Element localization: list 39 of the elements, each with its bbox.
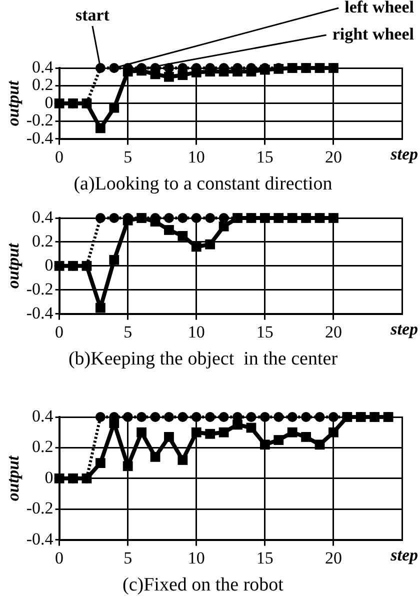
x-tick-label: 10 (188, 548, 205, 568)
y-tick-label: -0.2 (26, 279, 54, 298)
x-tick-label: 15 (256, 322, 274, 342)
x-tick-label: 5 (124, 548, 132, 568)
annotation: right wheel (332, 24, 414, 44)
x-axis-title: step (390, 546, 418, 565)
y-tick-label: 0.2 (32, 75, 54, 94)
x-tick-label: 10 (188, 322, 205, 342)
y-tick-label: -0.2 (26, 498, 54, 518)
y-axis-title: output (4, 79, 23, 126)
y-tick-label: -0.4 (26, 128, 54, 148)
x-tick-label: 20 (324, 322, 342, 342)
x-tick-label: 15 (256, 548, 274, 568)
x-tick-label: 5 (124, 147, 132, 166)
x-tick-label: 20 (324, 147, 342, 166)
x-tick-label: 5 (124, 322, 132, 342)
y-tick-label: 0.2 (32, 231, 54, 250)
text: (b)Keeping the object in the center (68, 348, 338, 370)
x-tick-label: 10 (188, 147, 205, 166)
y-tick-label: 0.2 (32, 437, 54, 456)
annotation: start (75, 5, 110, 24)
y-tick-label: 0 (44, 468, 54, 487)
y-axis-title: output (4, 242, 23, 289)
y-axis-title: output (4, 454, 23, 502)
x-tick-label: 15 (256, 147, 274, 166)
y-tick-label: -0.2 (26, 110, 54, 130)
y-tick-label: 0 (44, 255, 54, 274)
text: (a)Looking to a constant direction (74, 174, 333, 195)
text: (c)Fixed on the robot (122, 574, 284, 596)
x-axis-title: step (390, 320, 418, 339)
y-tick-label: 0.4 (32, 406, 54, 426)
x-axis-title: step (390, 144, 418, 164)
y-tick-label: -0.4 (26, 529, 54, 548)
y-tick-label: 0.4 (32, 207, 54, 226)
y-tick-label: -0.4 (26, 303, 54, 322)
y-tick-label: 0 (44, 92, 54, 112)
y-tick-label: 0.4 (32, 57, 54, 76)
x-tick-label: 20 (324, 548, 342, 568)
annotation: left wheel (344, 0, 414, 16)
